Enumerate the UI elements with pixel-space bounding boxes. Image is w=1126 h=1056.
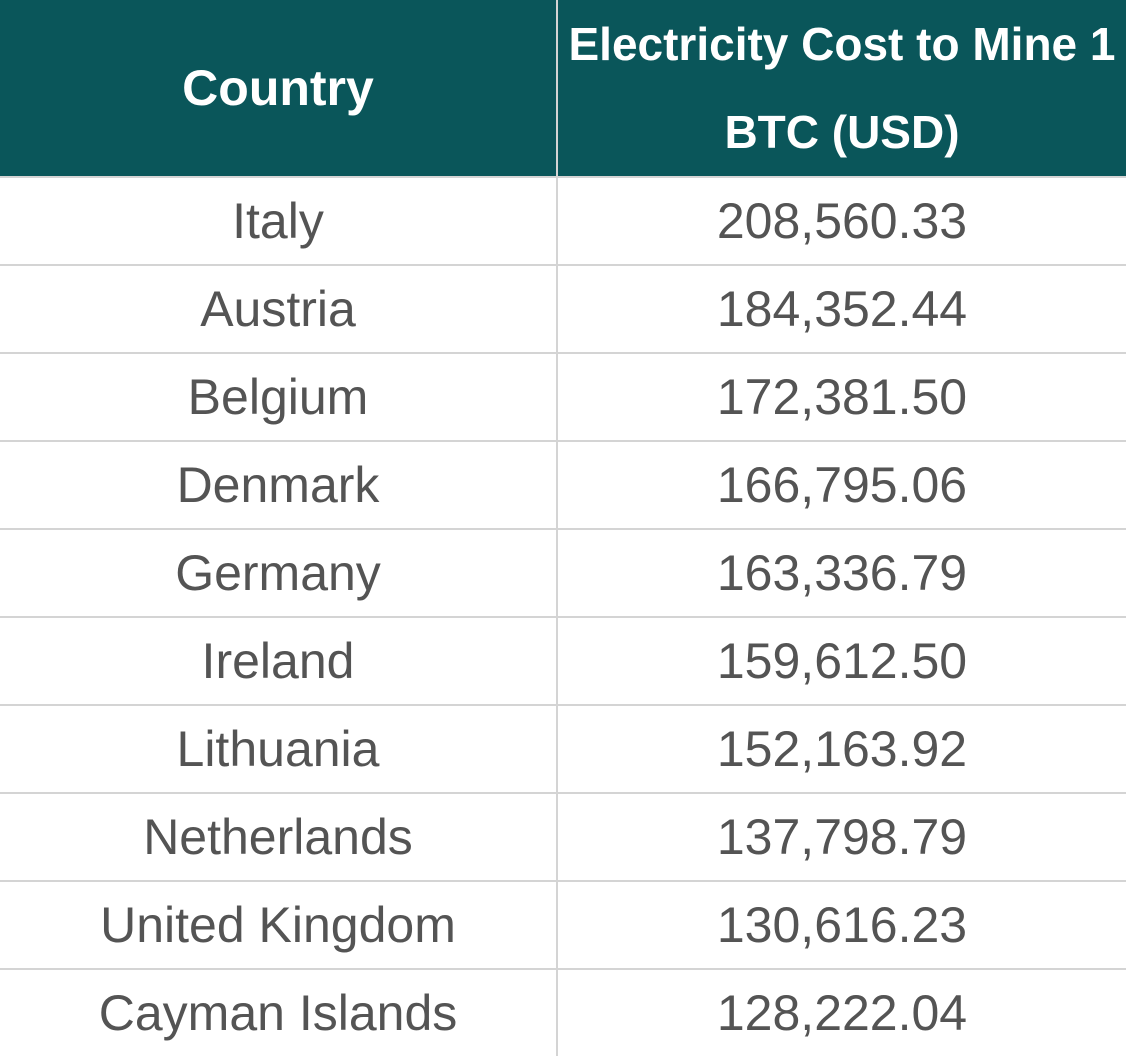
cost-cell: 137,798.79 xyxy=(556,792,1126,882)
cost-cell: 166,795.06 xyxy=(556,440,1126,530)
table-row: Denmark 166,795.06 xyxy=(0,440,1126,530)
country-cell: Ireland xyxy=(0,616,558,706)
country-cell: Cayman Islands xyxy=(0,968,558,1056)
cost-cell: 128,222.04 xyxy=(556,968,1126,1056)
table-row: Lithuania 152,163.92 xyxy=(0,704,1126,794)
country-cell: Italy xyxy=(0,176,558,266)
table-row: Germany 163,336.79 xyxy=(0,528,1126,618)
country-cell: Netherlands xyxy=(0,792,558,882)
cost-cell: 184,352.44 xyxy=(556,264,1126,354)
table-row: United Kingdom 130,616.23 xyxy=(0,880,1126,970)
country-cell: Denmark xyxy=(0,440,558,530)
cost-cell: 130,616.23 xyxy=(556,880,1126,970)
country-cell: United Kingdom xyxy=(0,880,558,970)
cost-cell: 159,612.50 xyxy=(556,616,1126,706)
table-row: Austria 184,352.44 xyxy=(0,264,1126,354)
table-header-row: Country Electricity Cost to Mine 1 BTC (… xyxy=(0,0,1126,178)
cost-cell: 208,560.33 xyxy=(556,176,1126,266)
table-row: Netherlands 137,798.79 xyxy=(0,792,1126,882)
table-row: Cayman Islands 128,222.04 xyxy=(0,968,1126,1056)
country-cell: Belgium xyxy=(0,352,558,442)
country-cell: Germany xyxy=(0,528,558,618)
country-cell: Lithuania xyxy=(0,704,558,794)
table-row: Italy 208,560.33 xyxy=(0,176,1126,266)
cost-cell: 163,336.79 xyxy=(556,528,1126,618)
cost-cell: 152,163.92 xyxy=(556,704,1126,794)
table-row: Ireland 159,612.50 xyxy=(0,616,1126,706)
cost-cell: 172,381.50 xyxy=(556,352,1126,442)
country-cell: Austria xyxy=(0,264,558,354)
header-electricity-cost: Electricity Cost to Mine 1 BTC (USD) xyxy=(556,0,1126,178)
table-row: Belgium 172,381.50 xyxy=(0,352,1126,442)
header-country: Country xyxy=(0,0,558,178)
